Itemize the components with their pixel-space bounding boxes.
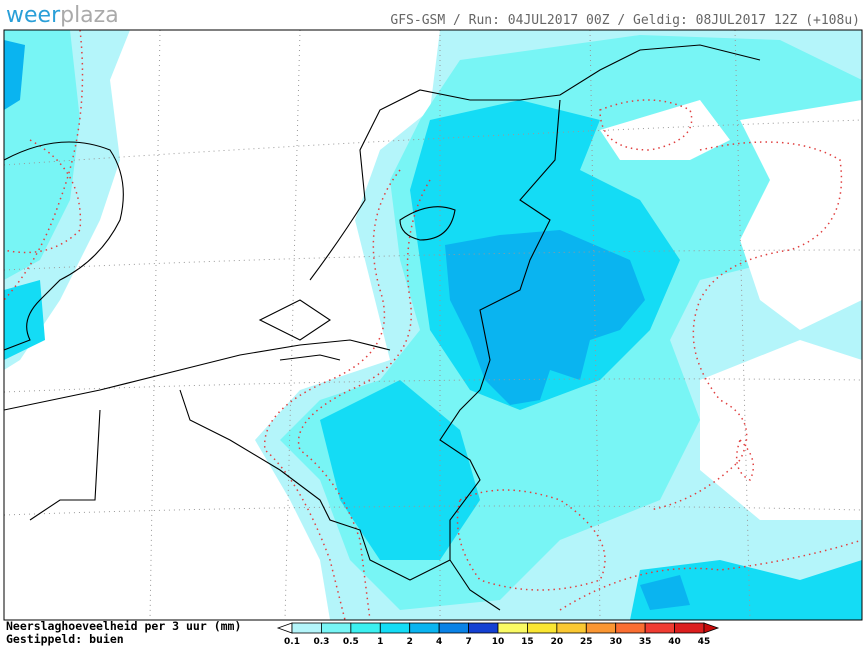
colorbar-segment: [350, 622, 381, 634]
colorbar-label: 7: [465, 637, 471, 647]
run-info: GFS-GSM / Run: 04JUL2017 00Z / Geldig: 0…: [390, 13, 860, 28]
colorbar-segment: [674, 622, 705, 634]
colorbar-label: 0.3: [313, 637, 329, 647]
colorbar-segment: [409, 622, 440, 634]
colorbar-label: 0.5: [343, 637, 359, 647]
logo-suffix: plaza: [60, 3, 119, 28]
colorbar-segment: [615, 622, 646, 634]
colorbar: 0.1 0.3 0.5 1 2 4 7 10 15 20 25 30 35 40 45: [276, 622, 720, 647]
colorbar-segment: [468, 622, 499, 634]
colorbar-label: 0.1: [284, 637, 300, 647]
colorbar-label: 10: [492, 637, 505, 647]
colorbar-arrow: [703, 622, 720, 634]
logo: weerplaza: [6, 3, 119, 28]
colorbar-label: 25: [580, 637, 593, 647]
colorbar-label: 30: [609, 637, 622, 647]
colorbar-segment: [321, 622, 352, 634]
colorbar-label: 4: [436, 637, 442, 647]
colorbar-segment: [379, 622, 411, 634]
map: [3, 29, 863, 621]
colorbar-segment: [585, 622, 617, 634]
logo-prefix: weer: [6, 3, 61, 28]
colorbar-segment: [556, 622, 587, 634]
colorbar-segment: [497, 622, 528, 634]
colorbar-segment: [291, 622, 322, 634]
colorbar-segment: [644, 622, 675, 634]
colorbar-label: 40: [668, 637, 681, 647]
colorbar-label: 15: [521, 637, 534, 647]
legend-title: Neerslaghoeveelheid per 3 uur (mm): [6, 619, 241, 633]
colorbar-segment: [438, 622, 469, 634]
colorbar-label: 45: [698, 637, 711, 647]
colorbar-label: 2: [407, 637, 413, 647]
colorbar-label: 1: [377, 637, 383, 647]
colorbar-label: 35: [639, 637, 652, 647]
colorbar-label: 20: [551, 637, 564, 647]
colorbar-segment: [527, 622, 558, 634]
colorbar-arrow: [276, 622, 293, 634]
legend-subtitle: Gestippeld: buien: [6, 632, 124, 646]
